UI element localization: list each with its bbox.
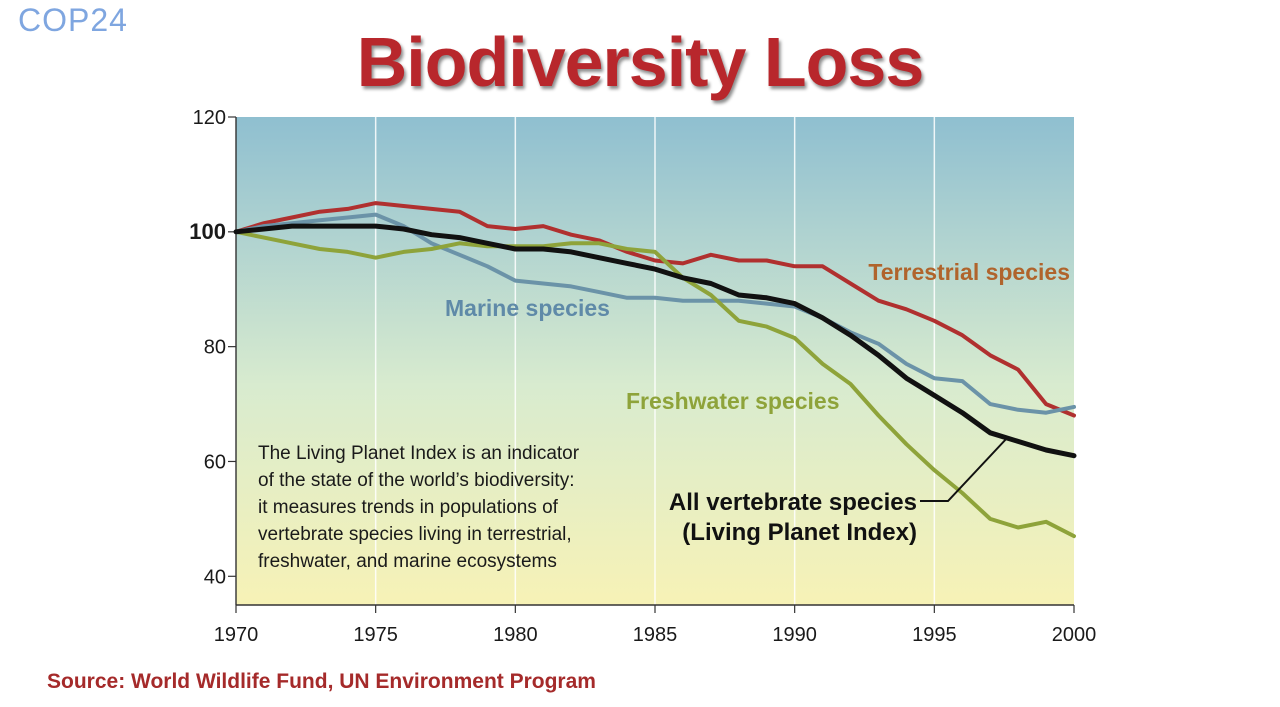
source-caption: Source: World Wildlife Fund, UN Environm…: [47, 670, 596, 693]
note-line: vertebrate species living in terrestrial…: [258, 524, 572, 545]
y-tick-label: 40: [204, 566, 226, 588]
series-label: Freshwater species: [626, 388, 840, 414]
note-line: of the state of the world’s biodiversity…: [258, 470, 574, 491]
series-line-freshwater-species: [234, 229, 1076, 539]
x-tick-label: 1990: [772, 624, 817, 646]
lpi-label-line1: All vertebrate species: [669, 489, 917, 516]
series-labels: Terrestrial species Marine species Freshwa…: [258, 259, 1070, 572]
axes: 1970 1975 1980 1985 1990 1995 2000 120 100 80 60 40: [189, 107, 1096, 646]
cop24-logo: COP24: [18, 2, 128, 38]
x-tick-label: 1975: [353, 624, 398, 646]
y-tick-label: 100: [189, 219, 226, 244]
y-tick-label: 120: [193, 107, 226, 129]
series-line-marine-species: [234, 212, 1076, 415]
x-tick-label: 1985: [633, 624, 678, 646]
x-tick-label: 1995: [912, 624, 957, 646]
lpi-label-line2: (Living Planet Index): [682, 519, 917, 546]
series-label: Marine species: [445, 295, 610, 321]
series-lines: [233, 201, 1077, 539]
y-tick-label: 80: [204, 337, 226, 359]
lpi-pointer-line: [920, 436, 1009, 502]
series-line-all-vertebrate-species-living-planet-index: [233, 223, 1077, 459]
x-tick-label: 1970: [214, 624, 259, 646]
page-title: Biodiversity Loss: [356, 23, 925, 101]
grid: [374, 117, 936, 605]
x-tick-label: 2000: [1052, 624, 1097, 646]
x-tick-label: 1980: [493, 624, 538, 646]
series-label: Terrestrial species: [868, 259, 1070, 285]
y-tick-label: 60: [204, 451, 226, 473]
note-line: freshwater, and marine ecosystems: [258, 551, 557, 572]
note-line: The Living Planet Index is an indicator: [258, 443, 580, 464]
note-line: it measures trends in populations of: [258, 497, 559, 518]
series-line-terrestrial-species: [234, 201, 1076, 418]
